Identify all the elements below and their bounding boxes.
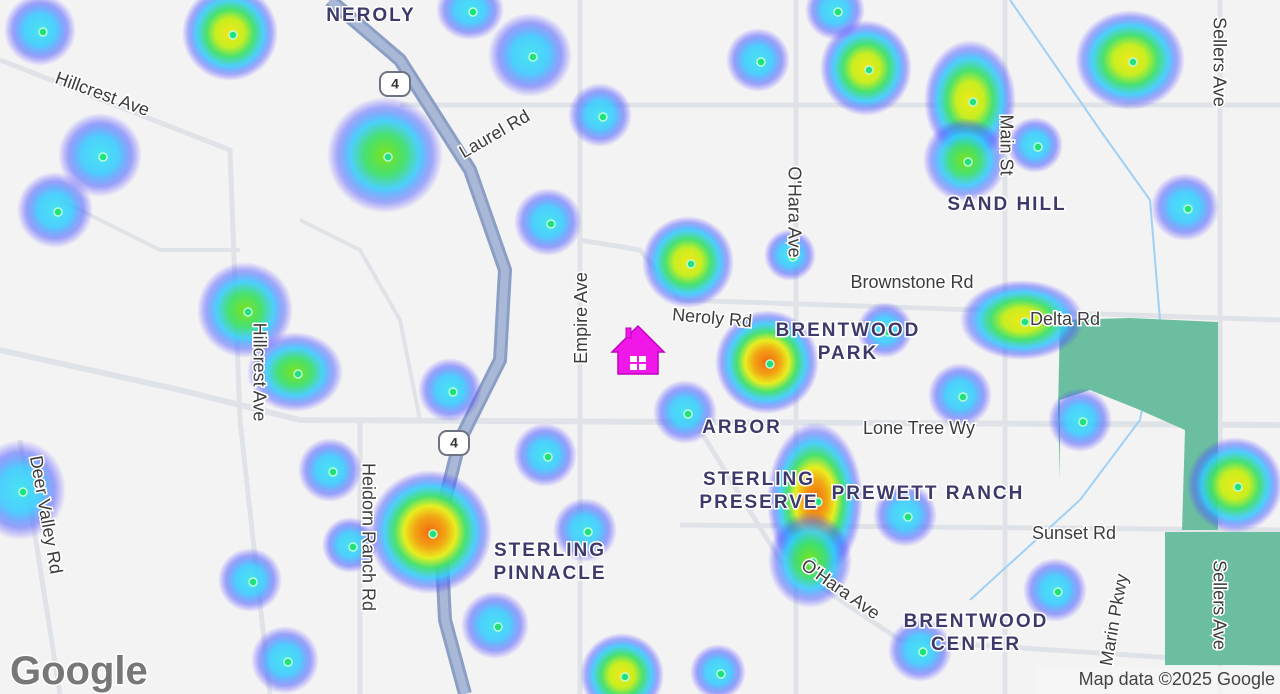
street-label: Main St (996, 114, 1016, 175)
data-point (228, 30, 238, 40)
data-point (683, 409, 693, 419)
data-point (716, 669, 726, 679)
neighborhood-label: STERLING (494, 540, 606, 561)
data-point (248, 577, 258, 587)
neighborhood-label: NEROLY (326, 5, 415, 26)
data-point (1183, 204, 1193, 214)
data-point (958, 392, 968, 402)
data-point (1053, 587, 1063, 597)
data-point (528, 52, 538, 62)
data-point (1233, 482, 1243, 492)
data-point (808, 557, 818, 567)
data-point (1020, 317, 1030, 327)
attribution: Map data ©2025 Google (1079, 669, 1275, 689)
data-point (756, 57, 766, 67)
data-point (428, 529, 438, 539)
data-point (833, 7, 843, 17)
park-area (1058, 318, 1218, 530)
neighborhood-label: BRENTWOOD (904, 611, 1049, 632)
neighborhood-label: SAND HILL (947, 194, 1066, 215)
street-label: O'Hara Ave (784, 166, 804, 257)
attribution-bg (1035, 666, 1280, 694)
neighborhood-label: STERLING (703, 469, 815, 490)
street-label: Delta Rd (1030, 309, 1100, 329)
google-logo: Google (10, 649, 148, 693)
data-point (546, 219, 556, 229)
street-label: Hillcrest Ave (249, 323, 269, 422)
shield-label: 4 (450, 435, 458, 451)
street-label: Brownstone Rd (850, 272, 973, 292)
data-point (1128, 57, 1138, 67)
data-point (243, 307, 253, 317)
data-point (1078, 417, 1088, 427)
park-area (1165, 532, 1280, 665)
street-label: Sellers Ave (1209, 560, 1229, 650)
street-label: Sellers Ave (1209, 17, 1229, 107)
data-point (1033, 142, 1043, 152)
street-label: Lone Tree Wy (863, 418, 975, 438)
data-point (328, 467, 338, 477)
data-point (543, 452, 553, 462)
data-point (918, 647, 928, 657)
street-label: Empire Ave (571, 272, 591, 364)
data-point (686, 259, 696, 269)
data-point (620, 672, 630, 682)
data-point (283, 657, 293, 667)
data-point (293, 369, 303, 379)
heat-blob (690, 644, 746, 694)
home-marker[interactable] (610, 324, 666, 375)
neighborhood-label: PREWETT RANCH (832, 483, 1025, 504)
neighborhood-label: ARBOR (702, 417, 782, 438)
shield-box (438, 430, 470, 456)
data-point (864, 65, 874, 75)
data-point (963, 157, 973, 167)
neighborhood-label: PRESERVE (699, 492, 818, 513)
heat-blob (805, 0, 865, 40)
data-point (598, 112, 608, 122)
data-point (448, 387, 458, 397)
neighborhood-label: PARK (818, 343, 878, 364)
heat-blob (580, 633, 664, 694)
highway-shield: 4 (438, 430, 470, 456)
data-point (383, 152, 393, 162)
data-point (968, 97, 978, 107)
data-point (493, 622, 503, 632)
heat-blob (436, 0, 504, 40)
data-point (53, 207, 63, 217)
shield-label: 4 (391, 76, 399, 92)
data-point (18, 487, 28, 497)
heat-blob (182, 0, 278, 81)
neighborhood-label: BRENTWOOD (776, 320, 921, 341)
street-label: Sunset Rd (1032, 523, 1116, 543)
shield-box (379, 71, 411, 97)
data-point (583, 527, 593, 537)
data-point (788, 252, 798, 262)
data-point (813, 497, 823, 507)
data-point (765, 359, 775, 369)
heat-blob (1187, 437, 1280, 533)
data-point (98, 152, 108, 162)
data-point (883, 327, 893, 337)
highway-shield: 4 (379, 71, 411, 97)
street-label: Heidorn Ranch Rd (358, 463, 378, 611)
neighborhood-label: CENTER (931, 634, 1021, 655)
data-point (348, 542, 358, 552)
data-point (38, 27, 48, 37)
data-point (903, 512, 913, 522)
neighborhood-label: PINNACLE (493, 563, 606, 584)
data-point (468, 7, 478, 17)
heat-blob (0, 440, 66, 540)
